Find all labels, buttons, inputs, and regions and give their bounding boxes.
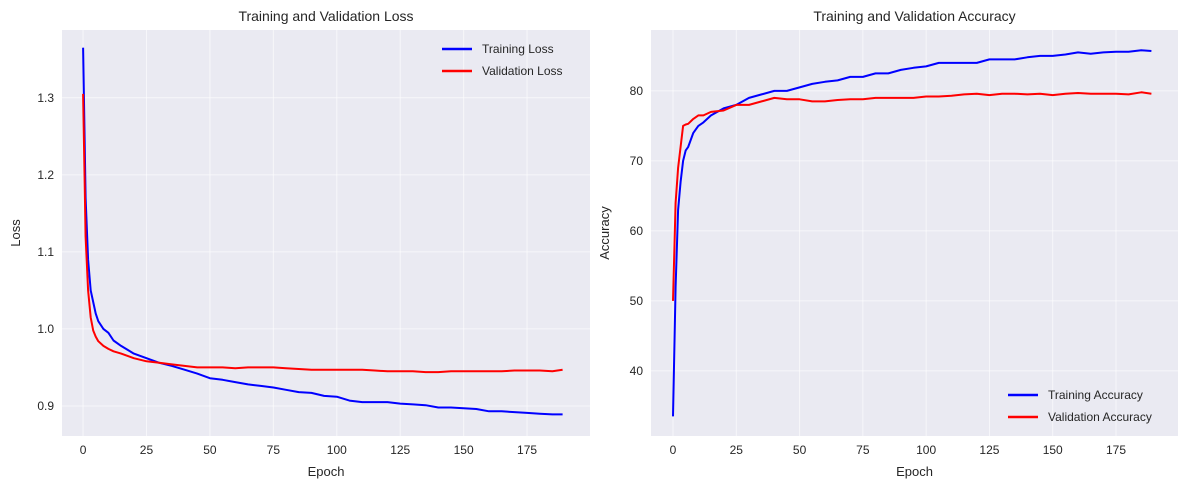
y-tick-label: 1.3 <box>37 91 54 105</box>
y-axis-label: Accuracy <box>597 206 612 260</box>
legend-label: Training Accuracy <box>1048 388 1143 402</box>
x-tick-label: 50 <box>203 443 217 457</box>
y-tick-label: 60 <box>630 224 644 238</box>
x-tick-label: 125 <box>979 443 999 457</box>
y-tick-label: 1.0 <box>37 322 54 336</box>
chart-title: Training and Validation Accuracy <box>813 8 1015 24</box>
y-tick-label: 70 <box>630 154 644 168</box>
y-tick-label: 50 <box>630 294 644 308</box>
legend: Training Accuracy Validation Accuracy <box>1008 388 1152 424</box>
x-tick-label: 125 <box>390 443 410 457</box>
series-line-validation-loss <box>82 93 563 374</box>
x-tick-label: 0 <box>670 443 677 457</box>
legend-label: Training Loss <box>482 42 554 56</box>
legend-label: Validation Loss <box>482 64 563 78</box>
series-line-training-accuracy <box>672 49 1152 417</box>
loss-chart: 0 25 50 75 100 125 150 175 0.9 1.0 1.1 1.2 1.3 Traini… <box>8 8 590 479</box>
x-axis-label: Epoch <box>896 464 933 479</box>
y-tick-label: 40 <box>630 364 644 378</box>
x-tick-label: 175 <box>1106 443 1126 457</box>
x-axis-label: Epoch <box>308 464 345 479</box>
accuracy-chart: 0 25 50 75 100 125 150 175 40 50 60 70 80 Training an… <box>597 8 1178 479</box>
x-tick-label: 175 <box>517 443 537 457</box>
y-tick-label: 1.1 <box>37 245 54 259</box>
plot-area <box>62 30 590 436</box>
x-tick-label: 25 <box>140 443 154 457</box>
series-line-validation-accuracy <box>672 91 1152 301</box>
x-tick-label: 0 <box>80 443 87 457</box>
y-axis-label: Loss <box>8 219 23 247</box>
y-tick-label: 0.9 <box>37 399 54 413</box>
x-tick-label: 100 <box>916 443 936 457</box>
y-tick-label: 1.2 <box>37 168 54 182</box>
chart-title: Training and Validation Loss <box>238 8 413 24</box>
x-tick-label: 75 <box>267 443 281 457</box>
legend-label: Validation Accuracy <box>1048 410 1152 424</box>
x-tick-label: 50 <box>793 443 807 457</box>
x-tick-label: 100 <box>327 443 347 457</box>
x-tick-label: 25 <box>730 443 744 457</box>
x-tick-label: 150 <box>454 443 474 457</box>
x-tick-label: 75 <box>856 443 870 457</box>
legend: Training Loss Validation Loss <box>442 42 563 78</box>
x-tick-label: 150 <box>1043 443 1063 457</box>
y-tick-label: 80 <box>630 84 644 98</box>
series-line-training-loss <box>82 47 563 416</box>
